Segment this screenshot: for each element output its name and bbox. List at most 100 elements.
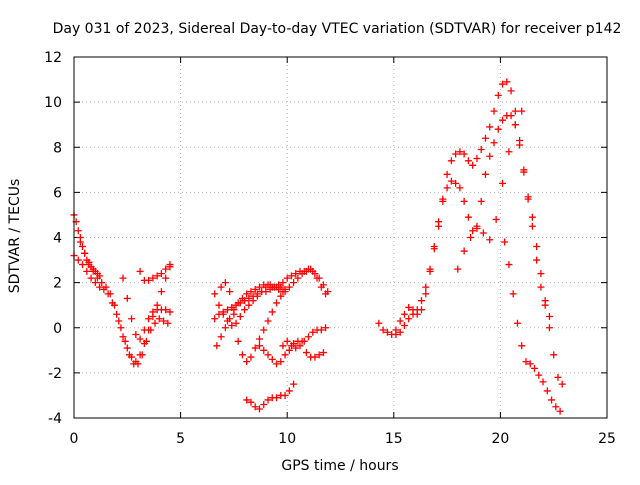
data-point [294,274,302,282]
data-point [494,125,502,133]
data-point [83,267,91,275]
data-point [249,297,257,305]
data-point [119,274,127,282]
data-point [452,179,460,187]
data-point [247,288,255,296]
data-point [311,270,319,278]
data-point [460,247,468,255]
data-point [287,342,295,350]
data-point [219,310,227,318]
y-tick-label: -2 [48,366,62,382]
data-point [251,344,259,352]
data-point [211,315,219,323]
data-point [145,315,153,323]
data-point [230,310,238,318]
data-point [311,353,319,361]
data-point [290,380,298,388]
data-point [98,279,106,287]
data-point [140,340,148,348]
data-point [383,328,391,336]
data-point [469,227,477,235]
data-point [548,396,556,404]
data-point [241,306,249,314]
data-point [396,317,404,325]
x-tick-label: 10 [278,431,296,447]
data-point [430,245,438,253]
data-point [539,378,547,386]
data-series [501,238,564,415]
data-point [211,290,219,298]
data-point [111,301,119,309]
data-point [518,342,526,350]
data-point [238,294,246,302]
data-point [264,396,272,404]
data-point [268,308,276,316]
data-point [285,346,293,354]
data-point [136,335,144,343]
data-point [413,310,421,318]
data-series [392,78,553,334]
data-point [460,150,468,158]
data-point [516,136,524,144]
data-point [505,148,513,156]
data-point [76,238,84,246]
data-point [443,170,451,178]
data-point [93,274,101,282]
data-point [273,299,281,307]
data-point [123,294,131,302]
data-point [273,394,281,402]
data-point [435,222,443,230]
data-point [296,342,304,350]
data-point [511,107,519,115]
data-point [166,261,174,269]
data-point [247,398,255,406]
data-point [481,134,489,142]
data-point [96,283,104,291]
data-point [520,166,528,174]
data-point [285,387,293,395]
data-point [537,270,545,278]
data-point [153,272,161,280]
data-point [558,380,566,388]
data-point [405,315,413,323]
y-tick-label: 8 [53,140,62,156]
x-axis-label: GPS time / hours [281,458,398,474]
data-series [211,265,330,323]
data-point [503,78,511,86]
data-points [70,78,566,415]
data-point [253,292,261,300]
data-point [443,184,451,192]
data-point [469,161,477,169]
data-point [243,358,251,366]
data-point [528,213,536,221]
data-point [545,324,553,332]
x-tick-label: 0 [70,431,79,447]
data-point [379,326,387,334]
data-point [277,358,285,366]
data-point [283,337,291,345]
y-tick-label: 0 [53,321,62,337]
data-point [140,326,148,334]
data-series [243,380,298,413]
data-point [87,274,95,282]
data-point [79,261,87,269]
data-point [81,249,89,257]
data-point [136,267,144,275]
data-point [298,270,306,278]
data-point [490,107,498,115]
data-point [418,297,426,305]
data-point [405,303,413,311]
data-point [477,197,485,205]
data-point [285,283,293,291]
data-point [479,229,487,237]
data-point [537,283,545,291]
data-point [155,315,163,323]
data-point [117,324,125,332]
data-point [281,391,289,399]
data-point [541,301,549,309]
data-point [283,274,291,282]
data-point [499,179,507,187]
data-point [418,306,426,314]
data-point [456,148,464,156]
